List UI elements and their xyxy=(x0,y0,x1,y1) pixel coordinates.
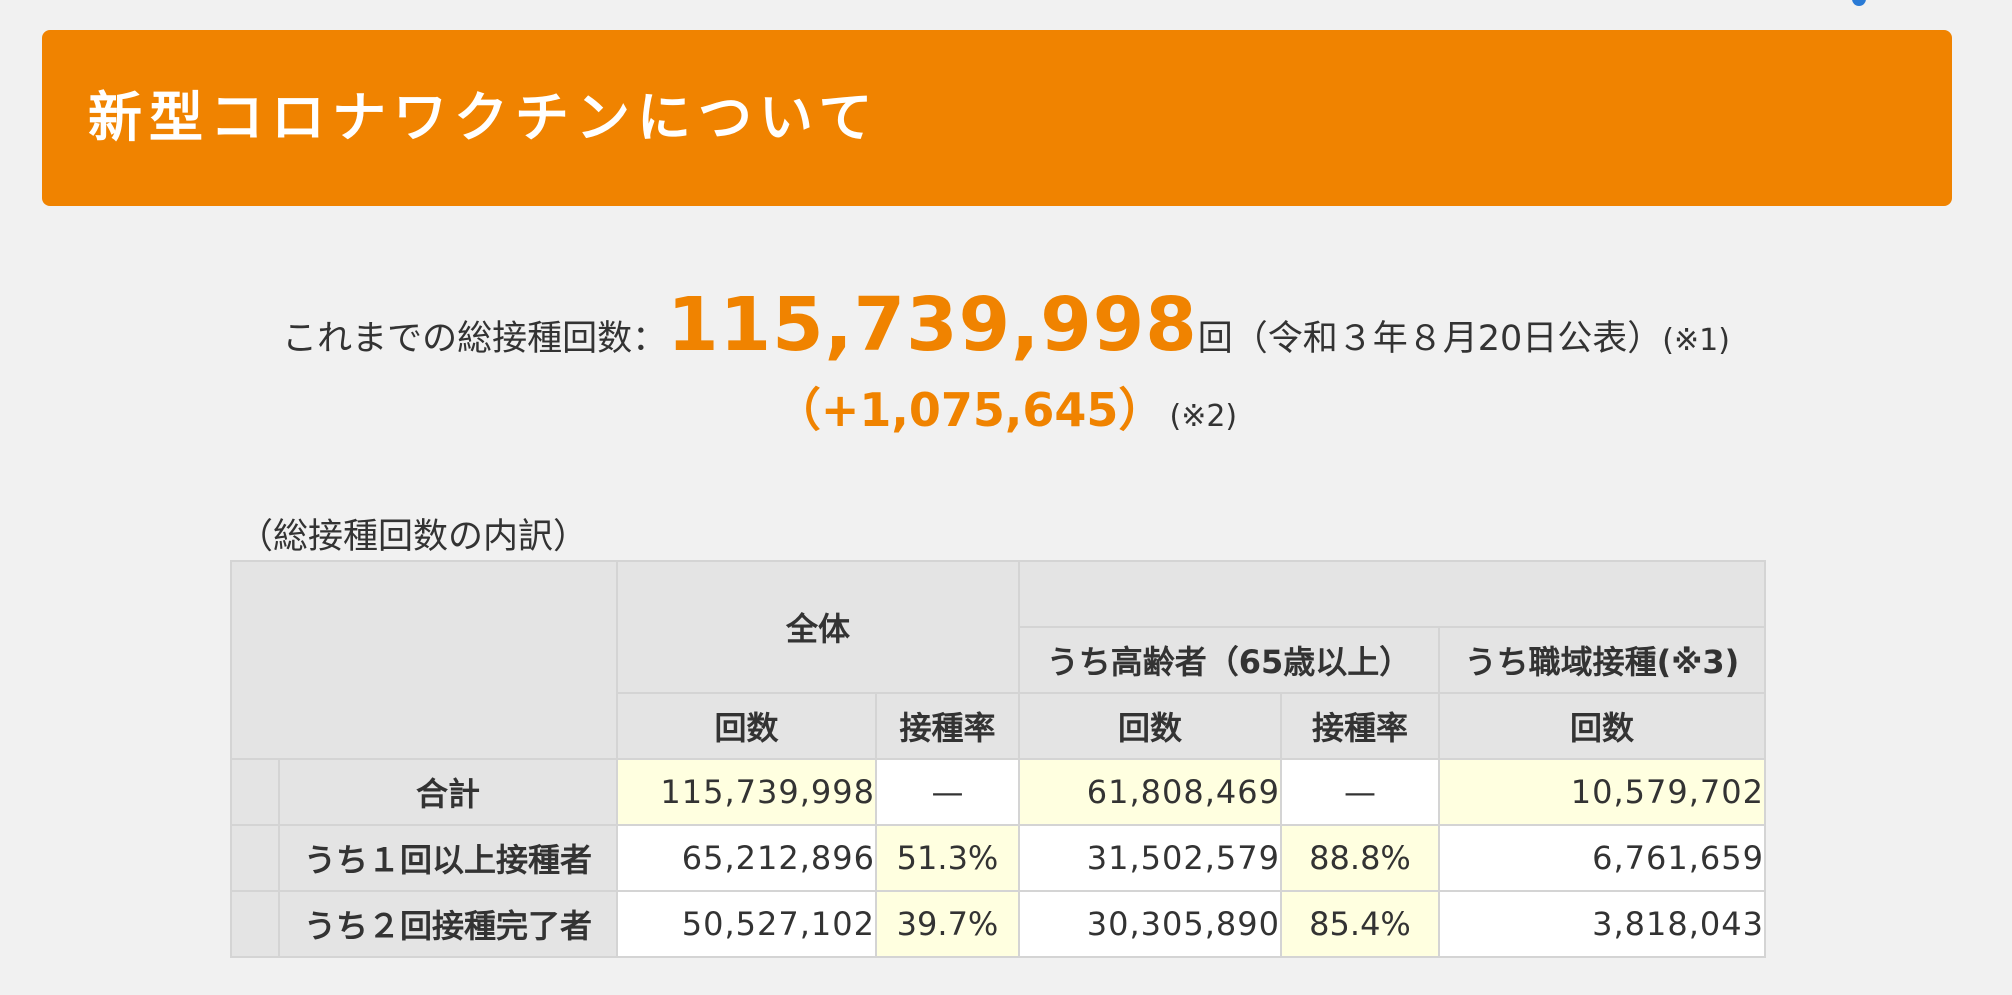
header-row-sub: 回数 接種率 回数 接種率 回数 xyxy=(231,692,1766,760)
total-suffix: 回（令和３年８月20日公表） xyxy=(1197,319,1663,359)
subheader-elderly-count: 回数 xyxy=(1018,692,1282,760)
breakdown-table: 全体 うち高齢者（65歳以上） うち職域接種(※3) 回数 接種率 回数 接種率… xyxy=(230,560,1766,958)
header-row-groups: うち高齢者（65歳以上） うち職域接種(※3) xyxy=(231,626,1766,694)
cell-elderly-count: 61,808,469 xyxy=(1018,758,1282,826)
note-2-ref: (※2) xyxy=(1169,399,1238,434)
row-indent-cell xyxy=(230,824,280,892)
total-count: 115,739,998 xyxy=(667,282,1198,368)
cell-elderly-rate: 85.4% xyxy=(1280,890,1440,958)
daily-increase: （+1,075,645） xyxy=(774,383,1165,437)
cell-all-rate: 51.3% xyxy=(875,824,1020,892)
cell-all-count: 50,527,102 xyxy=(616,890,877,958)
cell-elderly-rate: 88.8% xyxy=(1280,824,1440,892)
breakdown-caption: （総接種回数の内訳） xyxy=(238,517,589,557)
total-vaccinations-summary: これまでの総接種回数：115,739,998回（令和３年８月20日公表）(※1) xyxy=(0,282,2012,368)
subheader-all-rate: 接種率 xyxy=(875,692,1020,760)
note-1-ref: (※1) xyxy=(1662,323,1730,358)
corner-indicator-dot xyxy=(1852,0,1866,6)
row-indent-cell xyxy=(230,758,280,826)
row-label-fully-vaccinated: うち２回接種完了者 xyxy=(278,890,618,958)
cell-all-rate: — xyxy=(875,758,1020,826)
group-header-elderly: うち高齢者（65歳以上） xyxy=(1018,626,1440,694)
group-header-spacer xyxy=(1018,560,1766,628)
cell-elderly-count: 30,305,890 xyxy=(1018,890,1282,958)
corner-blank-cell xyxy=(230,560,618,760)
row-label-first-dose: うち１回以上接種者 xyxy=(278,824,618,892)
row-indent-cell xyxy=(230,890,280,958)
cell-elderly-count: 31,502,579 xyxy=(1018,824,1282,892)
cell-all-count: 65,212,896 xyxy=(616,824,877,892)
cell-workplace-count: 10,579,702 xyxy=(1438,758,1766,826)
cell-elderly-rate: — xyxy=(1280,758,1440,826)
header-row-top: 全体 xyxy=(230,560,1766,760)
page-title: 新型コロナワクチンについて xyxy=(88,86,880,149)
subheader-elderly-rate: 接種率 xyxy=(1280,692,1440,760)
subheader-all-count: 回数 xyxy=(616,692,877,760)
cell-all-count: 115,739,998 xyxy=(616,758,877,826)
group-header-all: 全体 xyxy=(616,560,1020,694)
row-label-total: 合計 xyxy=(278,758,618,826)
cell-workplace-count: 6,761,659 xyxy=(1438,824,1766,892)
table-row-first-dose: うち１回以上接種者 65,212,896 51.3% 31,502,579 88… xyxy=(230,824,1766,892)
subheader-workplace-count: 回数 xyxy=(1438,692,1766,760)
title-banner: 新型コロナワクチンについて xyxy=(42,30,1952,206)
table-row-total: 合計 115,739,998 — 61,808,469 — 10,579,702 xyxy=(230,758,1766,826)
group-header-workplace: うち職域接種(※3) xyxy=(1438,626,1766,694)
cell-all-rate: 39.7% xyxy=(875,890,1020,958)
table-row-fully-vaccinated: うち２回接種完了者 50,527,102 39.7% 30,305,890 85… xyxy=(230,890,1766,958)
daily-increase-line: （+1,075,645） (※2) xyxy=(0,374,2012,440)
cell-workplace-count: 3,818,043 xyxy=(1438,890,1766,958)
total-label: これまでの総接種回数： xyxy=(282,319,668,359)
